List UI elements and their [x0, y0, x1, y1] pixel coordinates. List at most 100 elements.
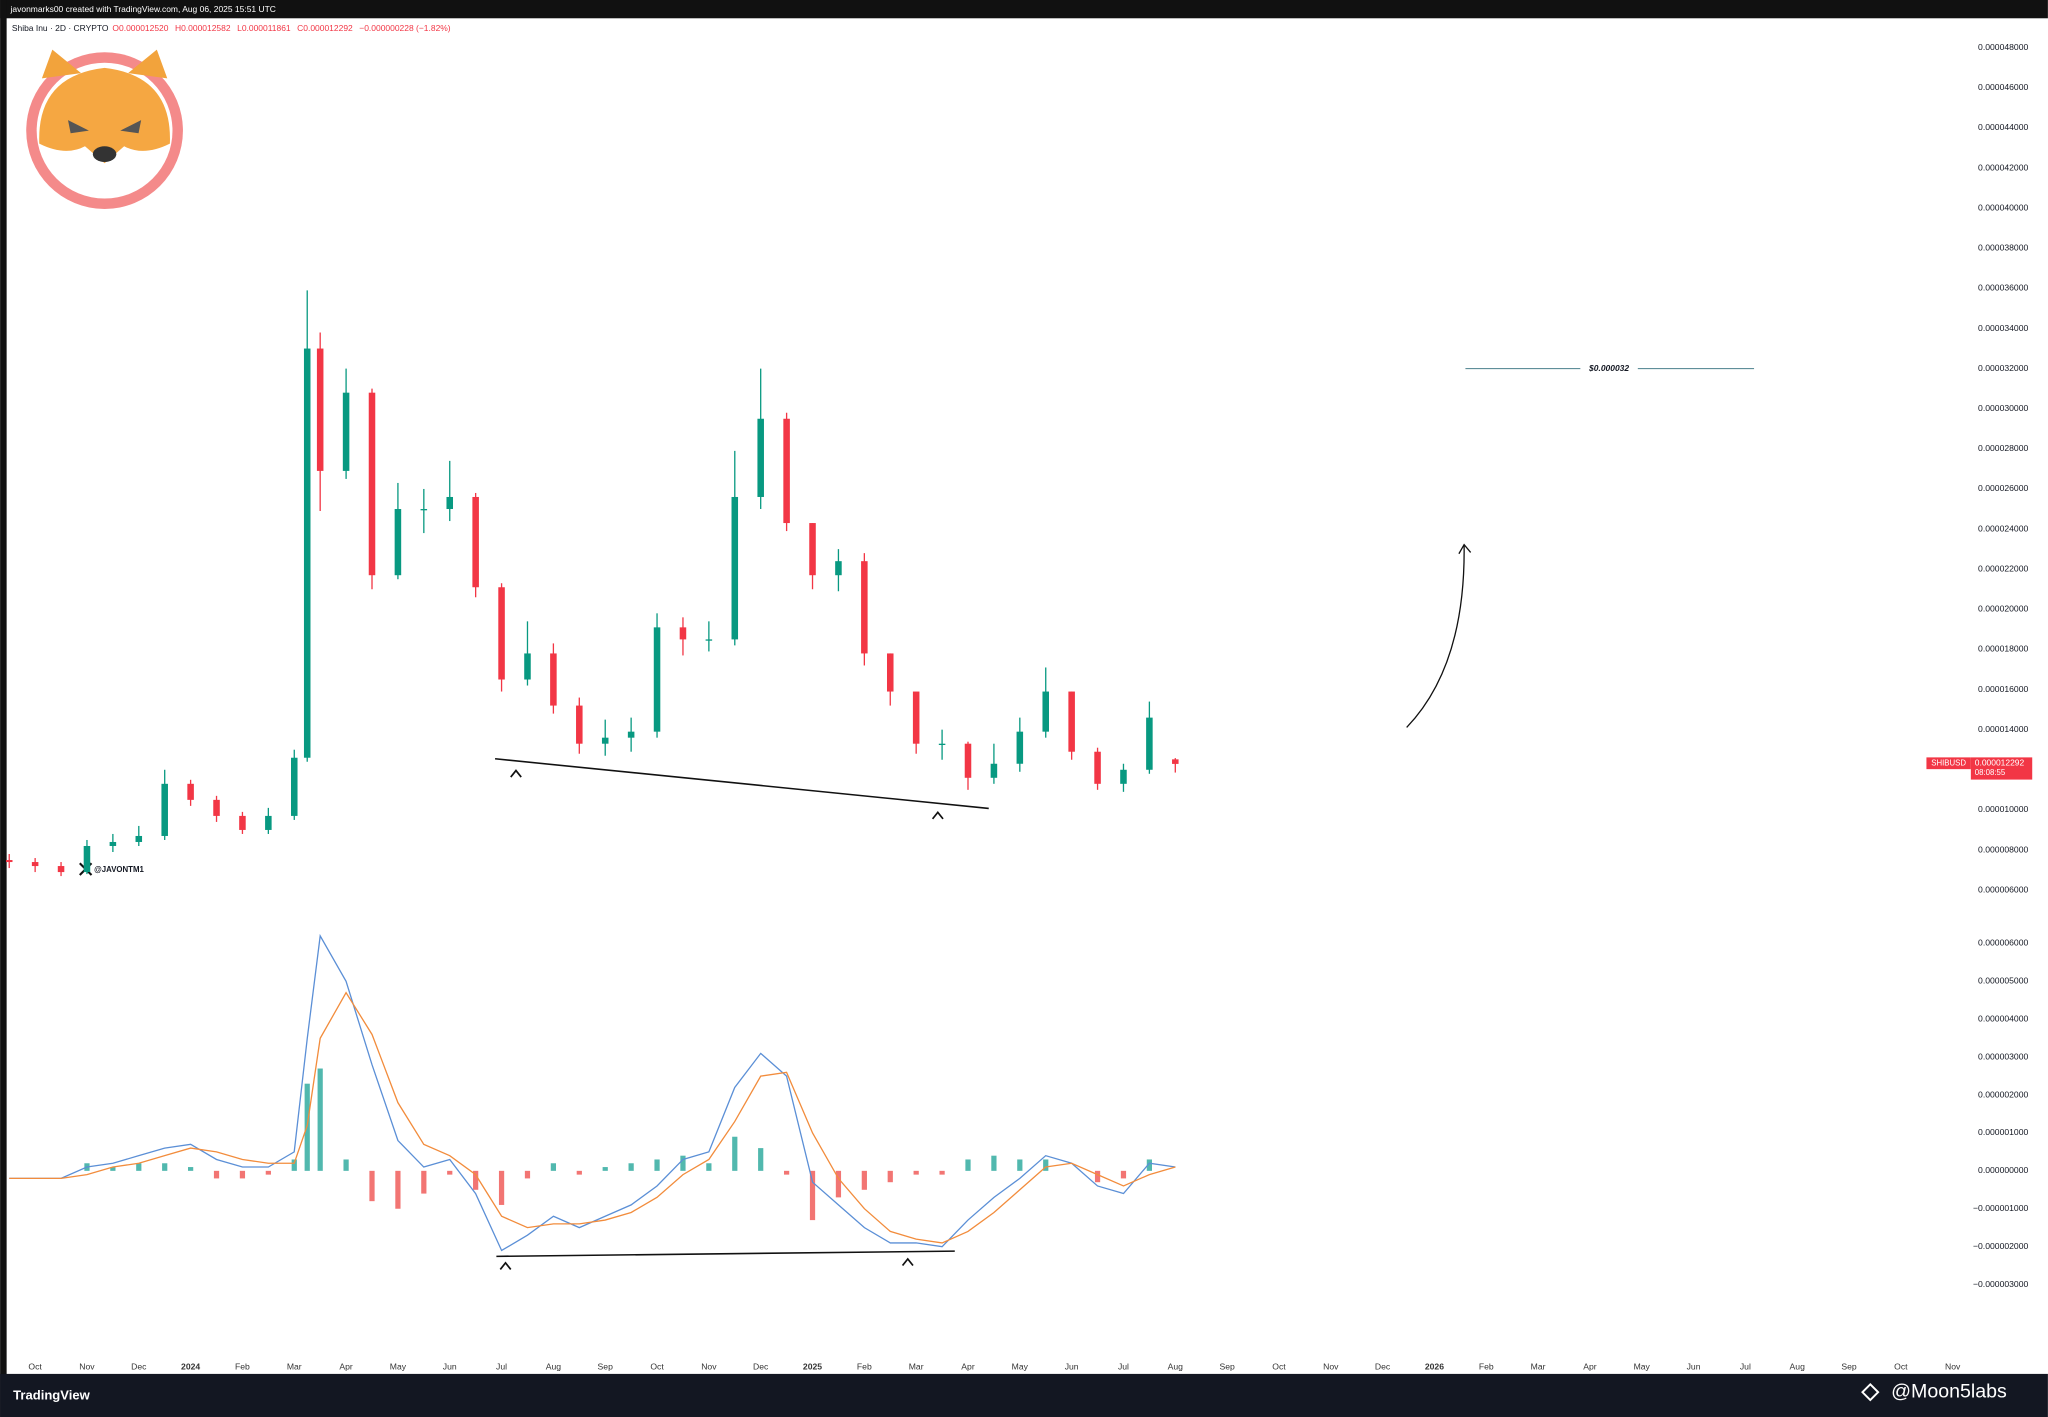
candle-body	[705, 639, 713, 641]
y-tick-label: 0.000048000	[1978, 42, 2028, 52]
left-border	[0, 0, 7, 1417]
histogram-bar	[732, 1136, 738, 1171]
y-tick-label: −0.000001000	[1973, 1203, 2029, 1213]
histogram-bar	[758, 1148, 764, 1171]
candle-body	[1172, 759, 1179, 764]
x-tick-label: 2025	[803, 1362, 822, 1372]
x-tick-label: Mar	[287, 1362, 302, 1372]
x-tick-label: Sep	[1841, 1362, 1857, 1372]
histogram-bar	[395, 1170, 401, 1209]
candle-body	[83, 845, 91, 873]
candle-body	[368, 392, 376, 576]
histogram-bar	[213, 1170, 220, 1179]
x-tick-label: Aug	[546, 1362, 562, 1372]
histogram-bar	[835, 1170, 842, 1198]
histogram-bar	[162, 1163, 168, 1171]
y-tick-label: 0.000022000	[1978, 563, 2028, 573]
histogram-bar	[239, 1170, 246, 1179]
y-tick-label: 0.000005000	[1978, 976, 2028, 986]
candle-body	[964, 743, 972, 778]
macd-line	[9, 933, 1176, 1252]
pivot-markers	[499, 769, 944, 1270]
x-tick-label: Nov	[1945, 1362, 1961, 1372]
y-tick-label: 0.000003000	[1978, 1051, 2028, 1061]
histogram-bar	[265, 1170, 271, 1175]
x-tick-label: Nov	[79, 1362, 95, 1372]
candle-body	[1094, 751, 1101, 784]
histogram-bar	[550, 1163, 557, 1171]
target-label: $0.000032	[1588, 363, 1629, 373]
candle-body	[938, 743, 946, 746]
histogram-bar	[447, 1170, 453, 1175]
candle-body	[679, 627, 687, 640]
x-tick-label: Dec	[131, 1362, 147, 1372]
histogram-bar	[1017, 1159, 1023, 1171]
x-tick-label: Mar	[1531, 1362, 1546, 1372]
histogram-bar	[809, 1170, 816, 1221]
x-tick-label: 2024	[181, 1362, 200, 1372]
y-tick-label: 0.000034000	[1978, 323, 2028, 333]
candle-body	[524, 653, 531, 680]
histogram-bar	[628, 1163, 634, 1171]
price-tag-symbol	[1926, 757, 1971, 770]
histogram-bar	[706, 1163, 712, 1171]
histogram-bar	[783, 1170, 790, 1175]
candle-body	[627, 731, 635, 738]
histogram-bar	[913, 1170, 919, 1175]
footer-bar	[0, 1373, 2048, 1417]
x-tick-label: Sep	[598, 1362, 614, 1372]
y-tick-label: −0.000003000	[1973, 1279, 2029, 1289]
candle-body	[303, 348, 311, 758]
x-tick-label: Aug	[1168, 1362, 1184, 1372]
x-tick-label: Apr	[961, 1362, 975, 1372]
candle-body	[239, 815, 246, 830]
x-tick-label: Sep	[1219, 1362, 1235, 1372]
y-tick-label: 0.000002000	[1978, 1089, 2028, 1099]
histogram-bar	[524, 1170, 531, 1179]
candle-body	[213, 799, 220, 816]
y-tick-label: 0.000001000	[1978, 1127, 2028, 1137]
candle-body	[990, 763, 998, 778]
footer-brand: TradingView	[13, 1388, 90, 1403]
ohlc-value: C0.000012292	[297, 23, 353, 33]
logo	[26, 49, 183, 209]
y-tick-label: 0.000004000	[1978, 1014, 2028, 1024]
x-tick-label: Jun	[1065, 1362, 1079, 1372]
x-tick-label: Aug	[1790, 1362, 1806, 1372]
x-tick-label: Jul	[1740, 1362, 1751, 1372]
top-bar	[0, 0, 2048, 19]
x-tick-label: Oct	[1272, 1362, 1286, 1372]
histogram-bar	[421, 1170, 427, 1194]
price-tag	[1970, 757, 2033, 780]
x-tick-label: Dec	[753, 1362, 769, 1372]
y-tick-label: 0.000044000	[1978, 122, 2028, 132]
candle-body	[420, 509, 428, 511]
x-tick-label: Oct	[28, 1362, 42, 1372]
candle-body	[653, 627, 661, 732]
candle-body	[265, 815, 272, 830]
x-tick-label: Jul	[496, 1362, 507, 1372]
y-tick-label: 0.000032000	[1978, 363, 2028, 373]
x-tick-label: 2026	[1425, 1362, 1444, 1372]
candle-body	[783, 418, 790, 524]
candle-body	[5, 860, 13, 863]
x-tick-label: Apr	[1583, 1362, 1597, 1372]
candle-body	[394, 509, 402, 576]
histogram-bar	[291, 1159, 297, 1171]
x-tick-label: Dec	[1375, 1362, 1391, 1372]
handle: @JAVONTM1	[94, 865, 144, 874]
histogram-bar	[680, 1155, 686, 1171]
x-tick-label: Feb	[857, 1362, 872, 1372]
y-tick-label: 0.000040000	[1978, 202, 2028, 212]
x-tick-label: Jun	[1687, 1362, 1701, 1372]
y-tick-label: 0.000020000	[1978, 604, 2028, 614]
candle-body	[835, 561, 842, 576]
candle-body	[291, 757, 298, 816]
price-tag-value: 0.000012292	[1975, 757, 2025, 767]
histogram-bar	[576, 1170, 582, 1175]
projection-arrow	[1406, 543, 1472, 728]
candle-body	[31, 862, 39, 867]
x-tick-label: Jun	[443, 1362, 457, 1372]
y-tick-label: 0.000006000	[1978, 938, 2028, 948]
